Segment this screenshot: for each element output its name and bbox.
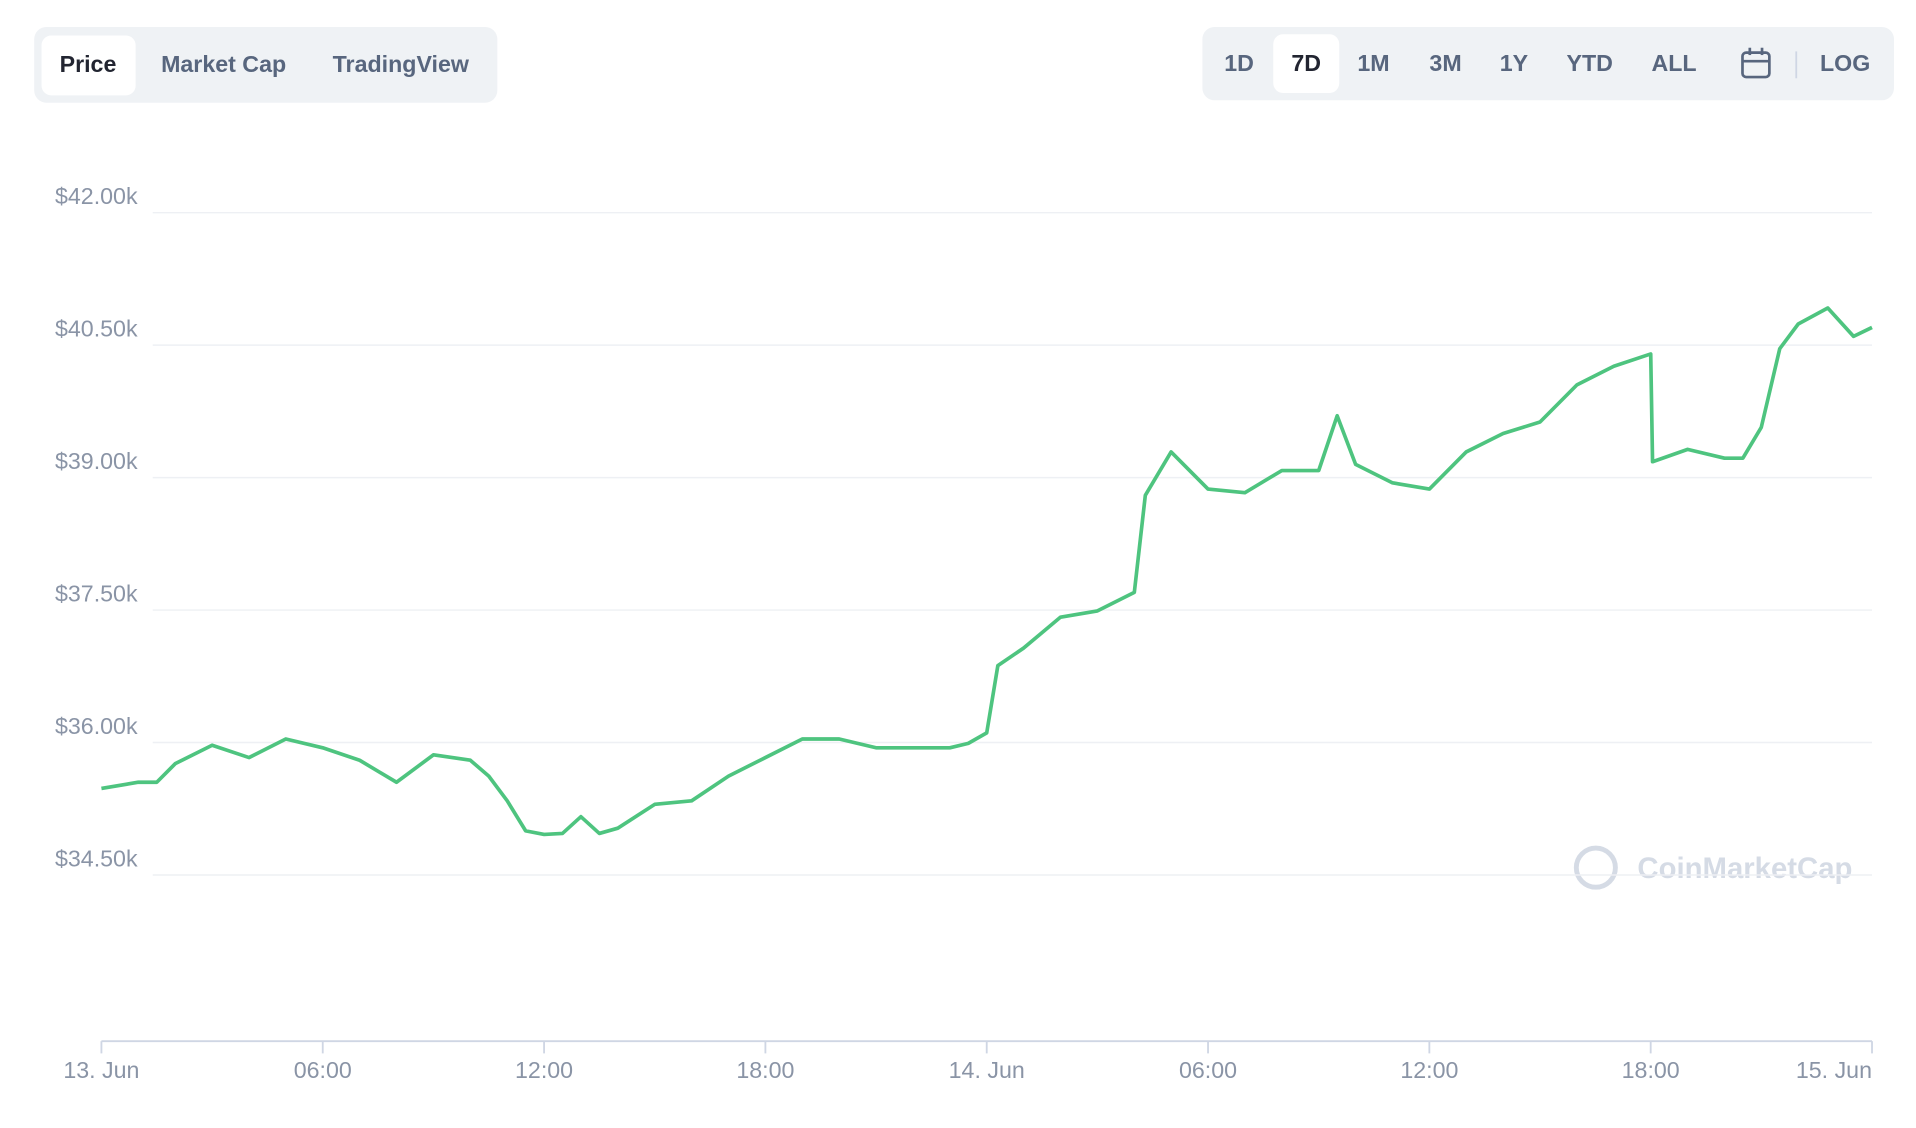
x-tick-label: 06:00 [1179,1057,1237,1083]
watermark-logo [1573,845,1618,890]
x-tick-label: 13. Jun [63,1057,139,1083]
x-tick-label: 15. Jun [1796,1057,1872,1083]
range-button[interactable]: 3M [1429,50,1461,76]
range-group [1202,26,1895,101]
y-tick-label: $37.50k [55,581,138,607]
range-button[interactable]: ALL [1652,50,1697,76]
y-tick-label: $40.50k [55,316,138,342]
y-tick-label: $34.50k [55,845,138,871]
tab[interactable]: TradingView [333,51,470,77]
x-tick-label: 14. Jun [949,1057,1025,1083]
y-tick-label: $36.00k [55,713,138,739]
tab[interactable]: Market Cap [161,51,286,77]
range-button[interactable]: 7D [1291,50,1321,76]
y-tick-label: $42.00k [55,183,138,209]
tab-group [34,26,498,103]
range-button[interactable]: 1Y [1500,50,1529,76]
watermark: CoinMarketCap [1637,852,1852,885]
range-button[interactable]: 1M [1357,50,1389,76]
tab[interactable]: Price [60,51,117,77]
x-tick-label: 12:00 [515,1057,573,1083]
calendar-icon[interactable] [1741,47,1771,79]
range-button[interactable]: 1D [1224,50,1254,76]
range-button[interactable]: YTD [1567,50,1613,76]
price-line [101,306,1873,837]
x-tick-label: 06:00 [294,1057,352,1083]
active-range [1273,34,1340,93]
active-tab [41,35,136,96]
log-button[interactable]: LOG [1820,50,1870,76]
y-tick-label: $39.00k [55,448,138,474]
x-tick-label: 18:00 [1622,1057,1680,1083]
x-tick-label: 18:00 [736,1057,794,1083]
x-tick-label: 12:00 [1400,1057,1458,1083]
